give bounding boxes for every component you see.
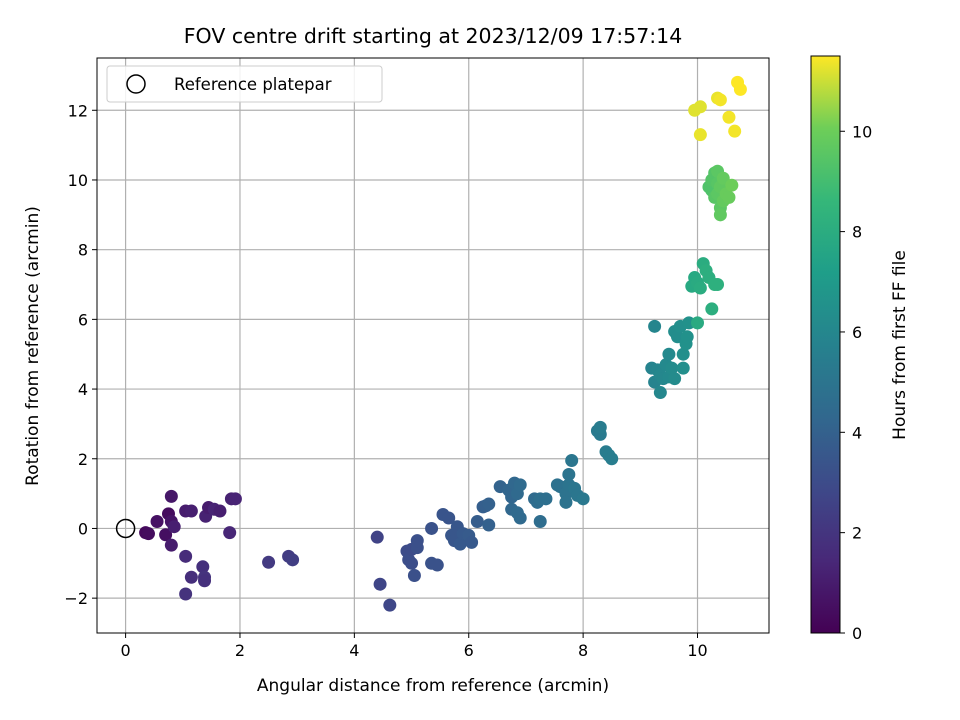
scatter-point bbox=[430, 558, 444, 572]
y-tick-label: −2 bbox=[64, 589, 88, 608]
scatter-point bbox=[593, 420, 607, 434]
scatter-point bbox=[711, 278, 725, 292]
x-tick-label: 8 bbox=[578, 641, 588, 660]
legend: Reference platepar bbox=[106, 65, 383, 103]
scatter-point bbox=[576, 492, 590, 506]
scatter-point bbox=[383, 598, 397, 612]
colorbar bbox=[810, 55, 841, 634]
scatter-point bbox=[676, 347, 690, 361]
scatter-point bbox=[562, 467, 576, 481]
scatter-point bbox=[705, 302, 719, 316]
scatter-point bbox=[676, 361, 690, 375]
scatter-point bbox=[286, 553, 300, 567]
x-tick-label: 10 bbox=[687, 641, 707, 660]
scatter-point bbox=[167, 520, 181, 534]
scatter-point bbox=[370, 530, 384, 544]
scatter-point bbox=[693, 128, 707, 142]
scatter-point bbox=[405, 556, 419, 570]
scatter-point bbox=[565, 454, 579, 467]
colorbar-tick-label: 6 bbox=[852, 323, 862, 342]
y-tick-label: 2 bbox=[78, 450, 88, 469]
scatter-point bbox=[164, 538, 178, 552]
x-tick-label: 4 bbox=[349, 641, 359, 660]
grid-lines bbox=[97, 58, 769, 633]
legend-marker-icon bbox=[126, 74, 146, 94]
scatter-point bbox=[513, 478, 527, 492]
scatter-point bbox=[184, 504, 198, 518]
reference-platepar-marker bbox=[115, 518, 136, 539]
scatter-point bbox=[665, 361, 679, 375]
scatter-point bbox=[713, 208, 727, 222]
scatter-point bbox=[159, 528, 173, 542]
scatter-point bbox=[680, 330, 694, 344]
scatter-point bbox=[470, 514, 484, 528]
colorbar-tick-label: 4 bbox=[852, 423, 862, 442]
colorbar-tick-label: 0 bbox=[852, 624, 862, 643]
scatter-point bbox=[373, 577, 387, 591]
scatter-point bbox=[533, 514, 547, 528]
colorbar-tick-label: 8 bbox=[852, 223, 862, 242]
scatter-point bbox=[425, 521, 439, 535]
colorbar-tick-label: 10 bbox=[852, 122, 872, 141]
y-axis-ticks: −2 0 2 4 6 8 10 12 bbox=[64, 101, 97, 608]
scatter-point bbox=[228, 492, 242, 506]
scatter-point bbox=[653, 386, 667, 400]
scatter-point bbox=[648, 319, 662, 333]
scatter-point bbox=[713, 93, 727, 107]
y-tick-label: 12 bbox=[68, 101, 88, 120]
scatter-point bbox=[453, 537, 467, 551]
scatter-point bbox=[213, 504, 227, 518]
scatter-point bbox=[668, 372, 682, 386]
scatter-point bbox=[410, 534, 424, 548]
y-tick-label: 8 bbox=[78, 241, 88, 260]
scatter-point bbox=[179, 587, 193, 601]
scatter-point bbox=[196, 560, 210, 574]
scatter-point bbox=[262, 555, 276, 569]
scatter-point bbox=[722, 110, 736, 124]
scatter-point bbox=[465, 535, 479, 549]
scatter-point bbox=[722, 190, 736, 204]
plot-frame bbox=[96, 57, 770, 634]
scatter-point bbox=[482, 497, 496, 511]
scatter-point bbox=[725, 178, 739, 192]
legend-box bbox=[106, 65, 383, 103]
scatter-point bbox=[605, 452, 619, 466]
scatter-point bbox=[141, 527, 155, 541]
scatter-point bbox=[728, 124, 742, 138]
scatter-point bbox=[164, 489, 178, 503]
x-axis-ticks: 0 2 4 6 8 10 bbox=[121, 633, 708, 660]
scatter-point bbox=[198, 574, 212, 588]
y-tick-label: 0 bbox=[78, 519, 88, 538]
scatter-point bbox=[407, 569, 421, 582]
y-tick-label: 10 bbox=[68, 171, 88, 190]
scatter-point bbox=[691, 316, 705, 330]
legend-entry-reference: Reference platepar bbox=[174, 75, 332, 94]
x-axis-label: Angular distance from reference (arcmin) bbox=[257, 676, 609, 696]
x-tick-label: 2 bbox=[235, 641, 245, 660]
y-tick-label: 6 bbox=[78, 310, 88, 329]
scatter-point bbox=[150, 514, 164, 528]
scatter-points bbox=[139, 75, 747, 612]
scatter-point bbox=[442, 511, 456, 525]
scatter-point bbox=[223, 526, 237, 540]
colorbar-tick-label: 2 bbox=[852, 524, 862, 543]
scatter-point bbox=[482, 518, 496, 532]
chart-title: FOV centre drift starting at 2023/12/09 … bbox=[184, 24, 683, 48]
colorbar-label: Hours from first FF file bbox=[890, 250, 910, 440]
x-tick-label: 0 bbox=[121, 641, 131, 660]
scatter-point bbox=[733, 82, 747, 96]
scatter-point bbox=[662, 347, 676, 361]
scatter-point bbox=[179, 549, 193, 563]
scatter-point bbox=[539, 492, 553, 506]
scatter-point bbox=[693, 281, 707, 295]
y-axis-label: Rotation from reference (arcmin) bbox=[23, 206, 43, 486]
scatter-point bbox=[513, 511, 527, 525]
scatter-point bbox=[184, 570, 198, 584]
colorbar-ticks: 0 2 4 6 8 10 bbox=[840, 122, 872, 643]
scatter-point bbox=[559, 495, 573, 509]
x-tick-label: 6 bbox=[464, 641, 474, 660]
scatter-point bbox=[693, 100, 707, 114]
y-tick-label: 4 bbox=[78, 380, 88, 399]
